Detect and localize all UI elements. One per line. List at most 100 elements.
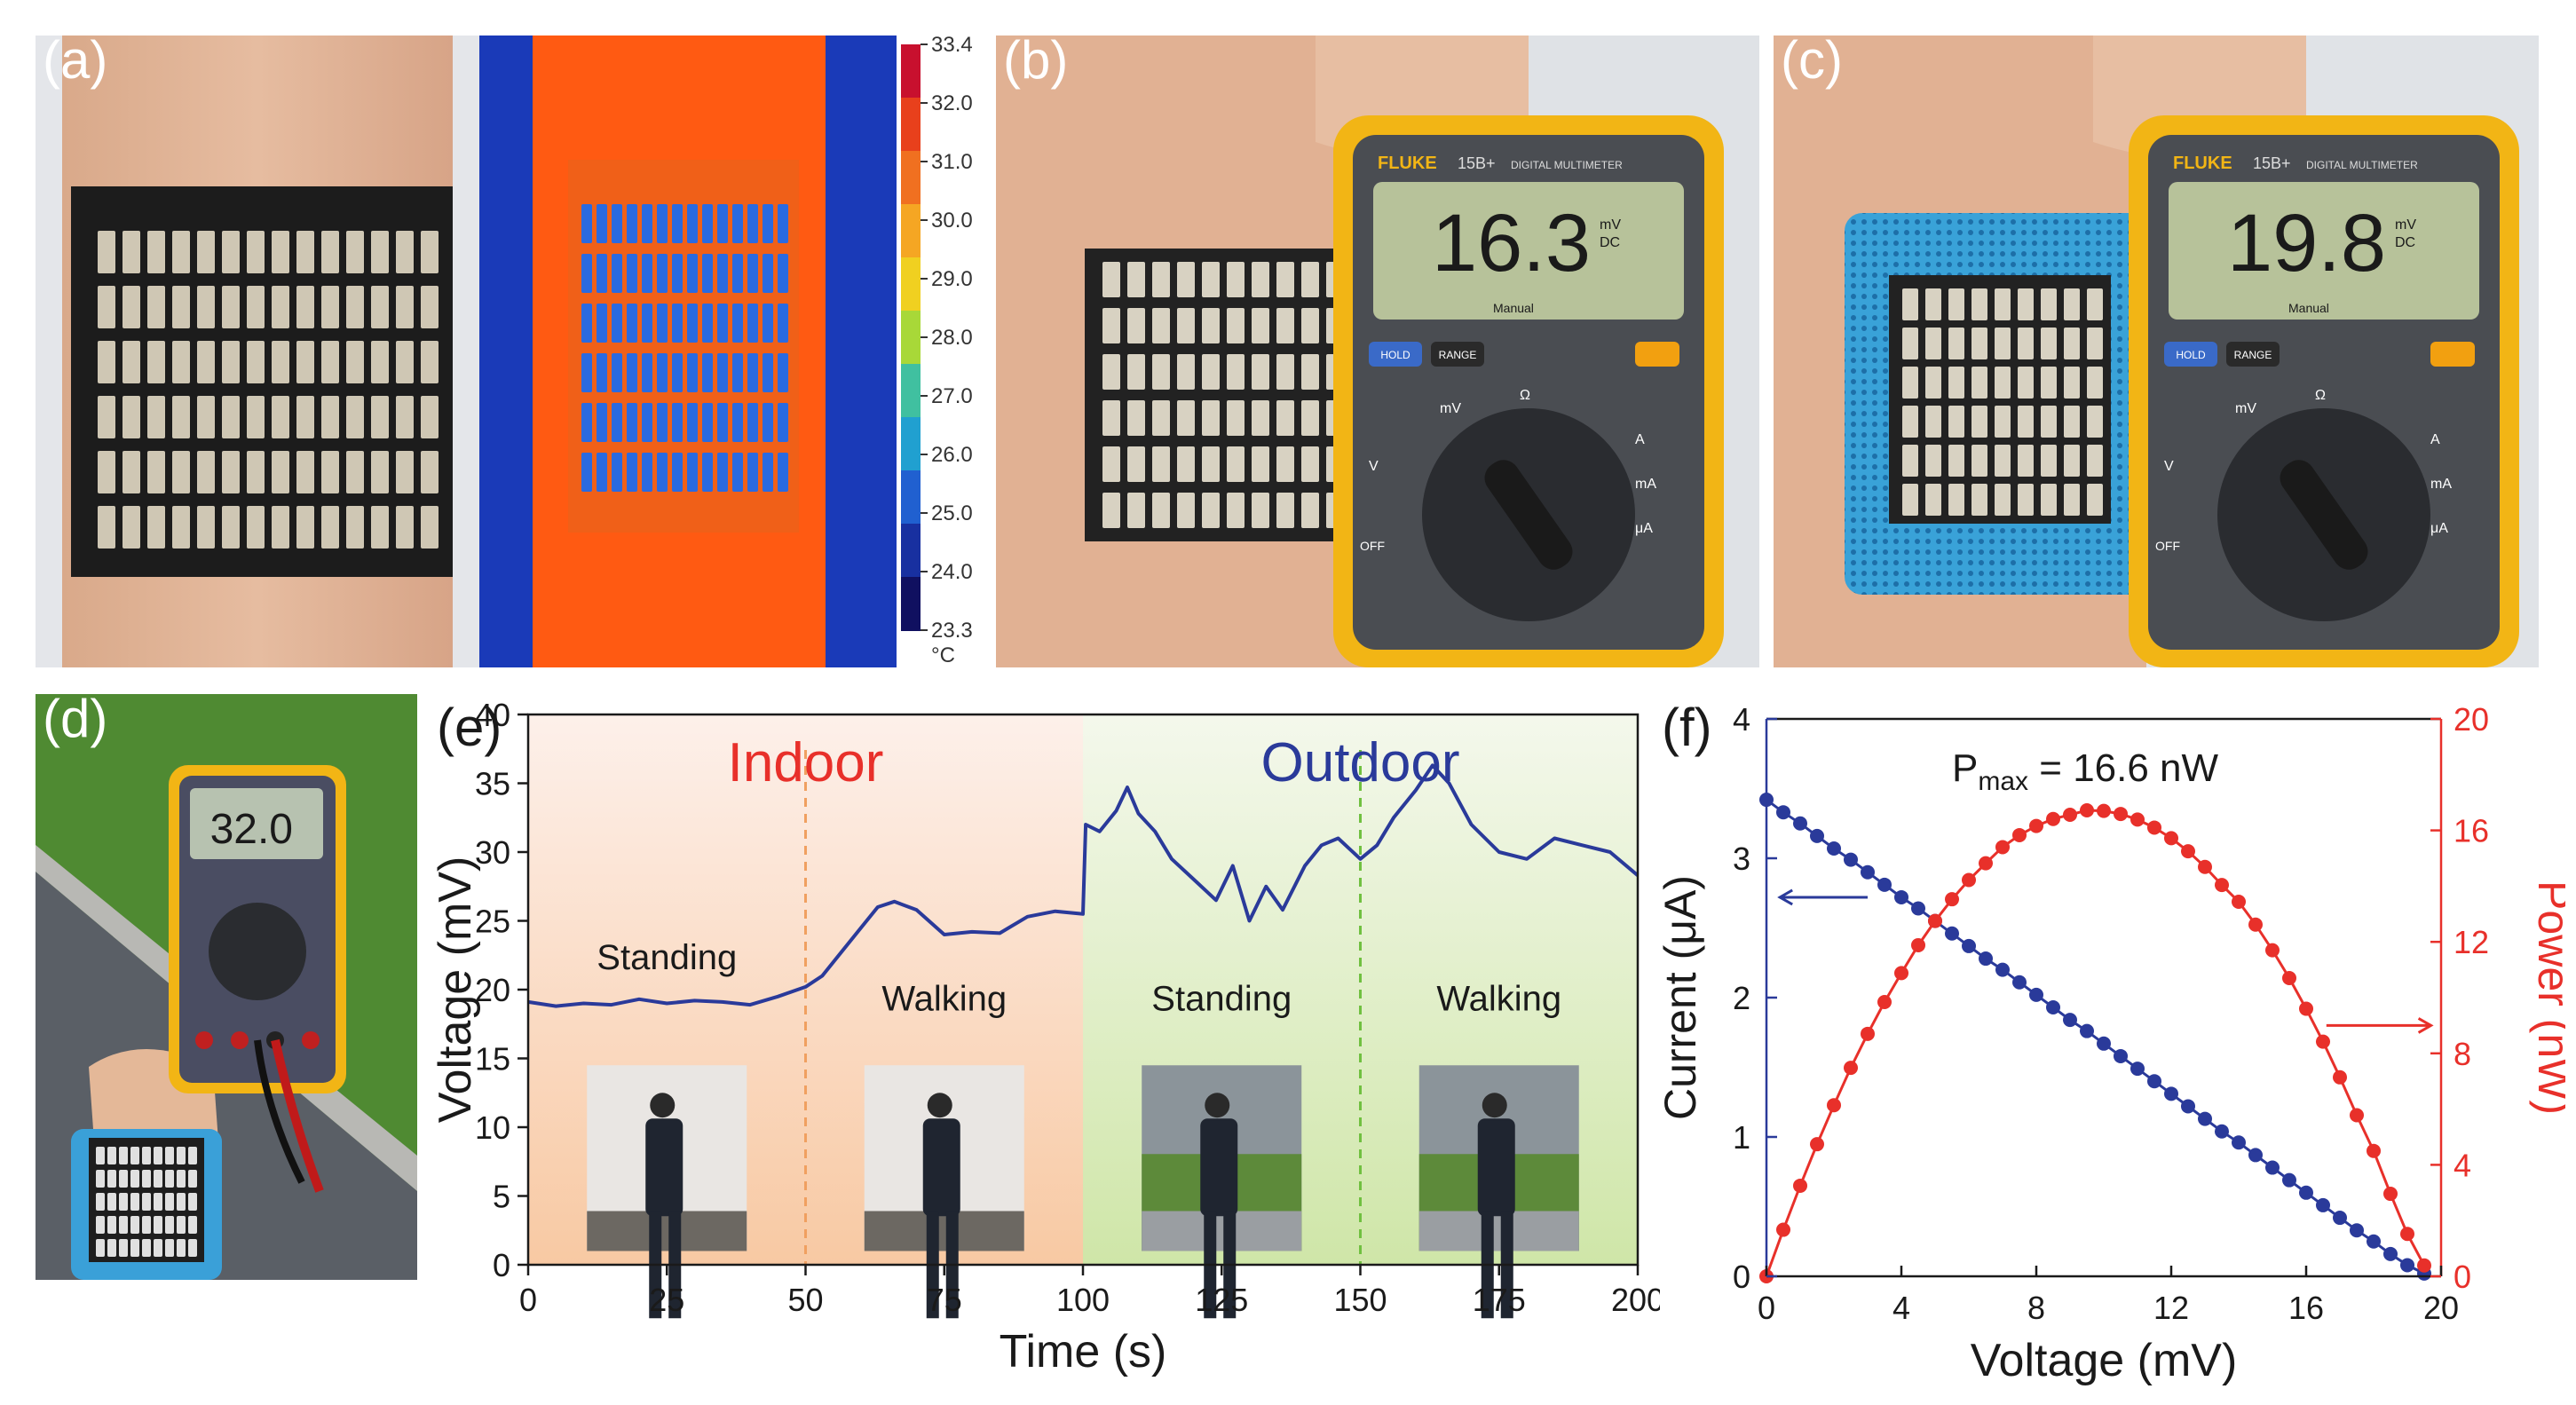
y-tick-label: 25 [475,904,510,940]
teg-leg [122,396,140,438]
current-point [1827,841,1841,856]
teg-leg [321,506,339,549]
teg-leg [2041,288,2057,320]
lcd-manual: Manual [2288,301,2329,315]
current-point [2046,999,2060,1014]
power-point [1776,1222,1790,1237]
teg-leg [657,403,668,442]
power-point [2299,1001,2313,1016]
teg-leg [96,1193,105,1211]
teg-leg [321,286,339,328]
colorbar-tick-label: 30.0 [931,209,973,233]
teg-leg [172,231,190,273]
teg-leg [1276,354,1294,390]
teg-leg [1995,445,2011,477]
teg-leg [1227,493,1245,528]
teg-leg [1948,445,1964,477]
teg-leg [107,1193,116,1211]
teg-leg [142,1239,151,1257]
teg-leg [717,403,728,442]
teg-leg [778,453,788,492]
teg-leg [1301,493,1319,528]
teg-leg [272,451,289,493]
teg-leg [247,451,265,493]
teg-leg [1202,354,1220,390]
y-tick-label: 15 [475,1041,510,1077]
teg-leg [2041,484,2057,516]
colorbar-segment [901,257,921,312]
teg-leg [1948,328,1964,359]
y-tick-label: 2 [1733,980,1750,1016]
current-point [1995,962,2010,977]
y2-tick-label: 20 [2454,701,2489,738]
teg-leg [1972,367,1987,399]
power-point [2333,1070,2347,1085]
teg-leg [1948,367,1964,399]
panel-label: (f) [1662,698,1712,757]
teg-leg [672,304,683,343]
teg-leg [2041,328,2057,359]
hold-label: HOLD [2176,349,2206,361]
teg-leg [177,1216,186,1234]
teg-leg [1227,400,1245,436]
teg-leg [247,286,265,328]
teg-leg [657,304,668,343]
teg-leg [581,453,592,492]
teg-leg [1252,354,1269,390]
teg-leg [612,204,622,243]
teg-leg [747,204,758,243]
power-point [2400,1227,2414,1242]
teg-leg [1127,308,1145,343]
teg-leg [1152,446,1170,482]
teg-leg [371,231,389,273]
power-point [1793,1178,1807,1193]
phase-label: Standing [1151,979,1292,1018]
panel-label: (a) [43,36,108,90]
panel-b: FLUKE 15B+ DIGITAL MULTIMETER 16.3 mV DC… [996,36,1759,667]
teg-leg [612,304,622,343]
teg-leg [642,254,652,293]
lcd-reading: 16.3 [1432,198,1591,288]
colorbar-segment [901,151,921,205]
teg-leg [142,1147,151,1164]
dial-label: mV [1440,401,1461,416]
teg-leg [165,1147,174,1164]
y2-tick-label: 4 [2454,1147,2471,1183]
teg-leg [1252,400,1269,436]
teg-leg [1276,493,1294,528]
teg-array [96,1147,197,1257]
teg-leg [702,453,713,492]
teg-leg [296,396,314,438]
colorbar-tick-label: 32.0 [931,91,973,115]
teg-leg [1995,288,2011,320]
teg-leg [717,453,728,492]
current-point [2029,987,2043,1002]
teg-leg [154,1170,162,1188]
teg-leg [130,1216,139,1234]
panel-f: 0 4 8 12 16 20 0 1 2 3 4 0 4 8 12 16 20 Current (μA) Pow… [1660,683,2565,1393]
teg-leg [96,1170,105,1188]
panel-c: FLUKE 15B+ DIGITAL MULTIMETER 19.8 mV DC… [1774,36,2539,667]
power-point [2350,1108,2364,1123]
teg-leg [107,1147,116,1164]
y2-tick-label: 16 [2454,813,2489,849]
teg-leg [172,286,190,328]
teg-leg [1152,308,1170,343]
model-label: 15B+ [1458,154,1496,172]
current-point [1776,805,1790,820]
teg-leg [1177,354,1195,390]
teg-leg [1972,406,1987,438]
teg-leg [1301,354,1319,390]
current-point [2147,1074,2161,1089]
teg-leg [612,353,622,392]
teg-leg [272,506,289,549]
teg-leg [1227,262,1245,297]
teg-leg [1202,262,1220,297]
teg-leg [763,453,773,492]
teg-leg [642,353,652,392]
teg-leg [188,1216,197,1234]
teg-leg [778,403,788,442]
teg-leg [672,204,683,243]
dial-label: V [2164,459,2174,474]
dial-label: mA [1635,477,1656,492]
